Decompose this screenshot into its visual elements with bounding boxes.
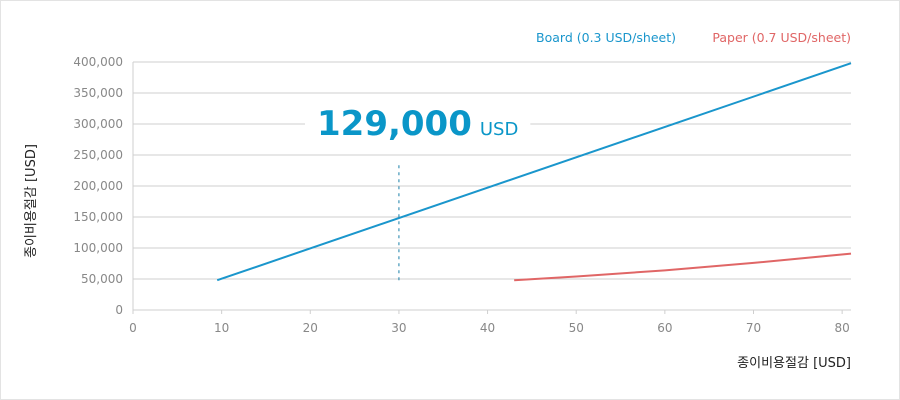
annotation-unit: USD [480,119,518,140]
x-tick-label: 50 [569,321,584,335]
y-tick-label: 200,000 [73,179,123,193]
x-tick-label: 40 [480,321,495,335]
x-tick-label: 70 [746,321,761,335]
x-tick-label: 10 [214,321,229,335]
x-axis-label: 종이비용절감 [USD] [737,356,851,371]
x-tick-label: 0 [129,321,137,335]
legend-board: Board (0.3 USD/sheet) [536,30,676,45]
y-axis-label: 종이비용절감 [USD] [24,144,39,258]
series-line-1 [514,252,852,282]
y-tick-label: 350,000 [73,86,123,100]
annotation-background [305,101,531,146]
x-tick-label: 30 [391,321,406,335]
x-tick-label: 20 [303,321,318,335]
y-tick-label: 0 [115,303,123,317]
y-tick-label: 400,000 [73,55,123,69]
x-tick-label: 80 [834,321,849,335]
legend-paper: Paper (0.7 USD/sheet) [712,30,851,45]
series-line-0 [216,62,852,282]
y-tick-label: 50,000 [81,272,123,286]
y-tick-label: 300,000 [73,117,123,131]
y-tick-label: 100,000 [73,241,123,255]
annotation-value: 129,000 [317,104,472,144]
y-tick-label: 250,000 [73,148,123,162]
x-tick-label: 60 [657,321,672,335]
y-tick-label: 150,000 [73,210,123,224]
